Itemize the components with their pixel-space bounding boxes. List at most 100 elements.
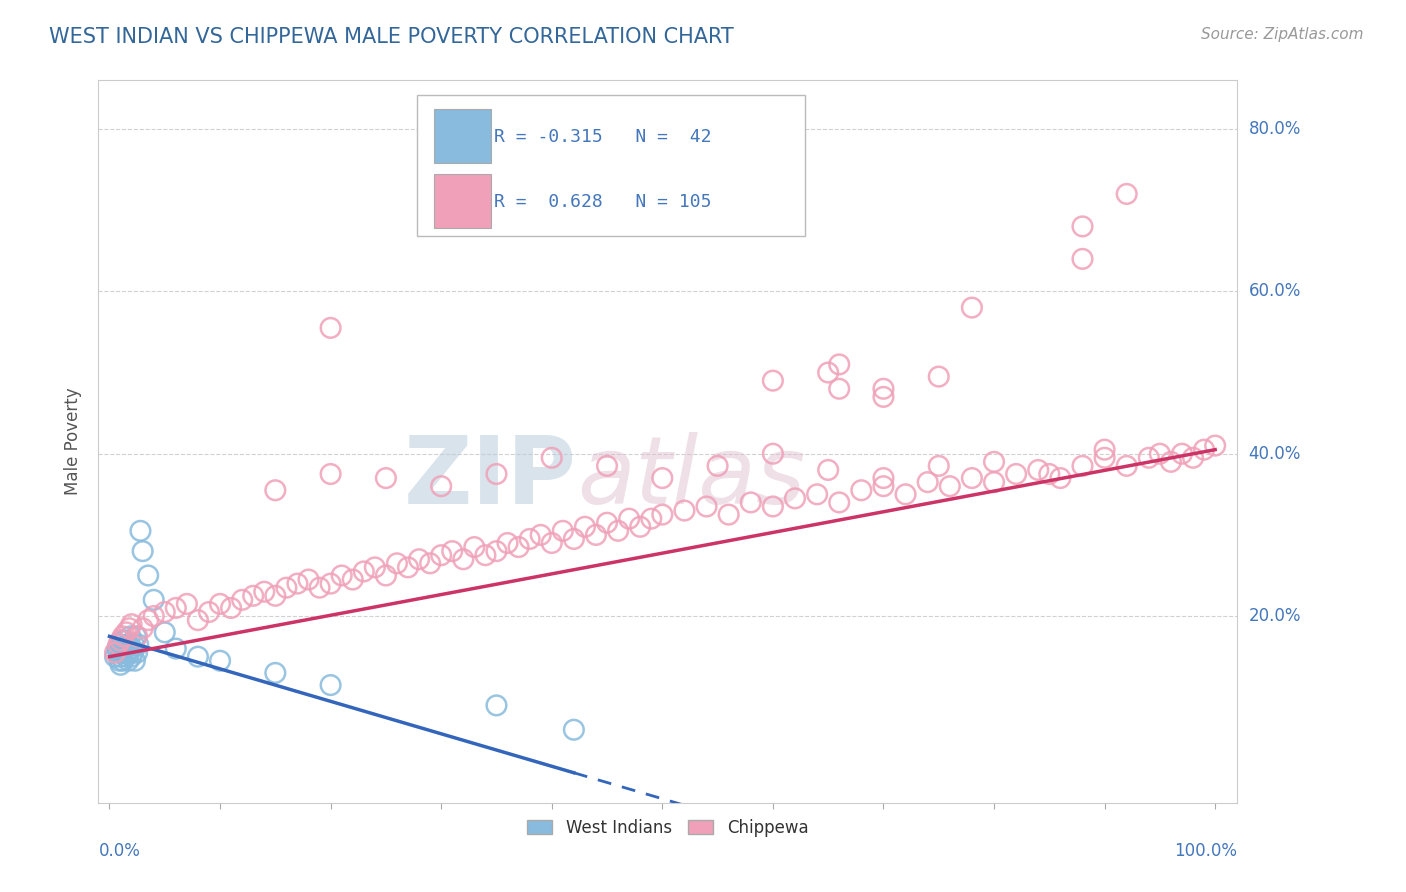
Point <box>176 597 198 611</box>
Point <box>828 382 851 396</box>
Point <box>374 471 396 485</box>
Point <box>125 629 148 643</box>
Y-axis label: Male Poverty: Male Poverty <box>65 388 83 495</box>
Point <box>441 544 464 558</box>
Point <box>453 552 475 566</box>
Point <box>1071 219 1094 234</box>
Point <box>607 524 630 538</box>
Point <box>983 455 1005 469</box>
FancyBboxPatch shape <box>434 109 491 163</box>
Point <box>105 641 128 656</box>
Point <box>1149 447 1171 461</box>
Point <box>308 581 330 595</box>
Point <box>496 536 519 550</box>
Point <box>762 447 785 461</box>
Point <box>231 592 253 607</box>
Point <box>153 605 176 619</box>
Text: 80.0%: 80.0% <box>1249 120 1301 138</box>
Point <box>209 597 232 611</box>
Point <box>1071 252 1094 266</box>
Point <box>117 654 139 668</box>
Point <box>463 540 485 554</box>
Point <box>508 540 530 554</box>
Point <box>319 576 342 591</box>
Point <box>136 613 159 627</box>
Point <box>806 487 828 501</box>
Point <box>530 528 553 542</box>
Point <box>111 654 134 668</box>
Point <box>1026 463 1049 477</box>
Point <box>253 584 276 599</box>
Point <box>114 633 136 648</box>
Legend: West Indians, Chippewa: West Indians, Chippewa <box>519 810 817 845</box>
Point <box>136 568 159 582</box>
Point <box>673 503 696 517</box>
Point <box>131 544 153 558</box>
Point <box>129 524 152 538</box>
Point <box>107 638 129 652</box>
Point <box>1005 467 1028 481</box>
Text: ZIP: ZIP <box>404 432 576 524</box>
FancyBboxPatch shape <box>434 174 491 228</box>
Point <box>1094 442 1116 457</box>
Point <box>430 479 453 493</box>
Point <box>596 516 619 530</box>
Point <box>1071 458 1094 473</box>
Point <box>1094 450 1116 465</box>
Text: WEST INDIAN VS CHIPPEWA MALE POVERTY CORRELATION CHART: WEST INDIAN VS CHIPPEWA MALE POVERTY COR… <box>49 27 734 46</box>
Point <box>127 646 149 660</box>
Point <box>198 605 221 619</box>
Point <box>396 560 419 574</box>
Point <box>110 646 132 660</box>
Point <box>297 573 319 587</box>
Point <box>762 500 785 514</box>
Text: R = -0.315   N =  42: R = -0.315 N = 42 <box>494 128 711 145</box>
Point <box>817 463 839 477</box>
Point <box>110 638 132 652</box>
Point <box>131 621 153 635</box>
Point <box>121 617 143 632</box>
Point <box>121 649 143 664</box>
Point <box>153 625 176 640</box>
Point <box>110 657 132 672</box>
Point <box>1049 471 1071 485</box>
Point <box>817 366 839 380</box>
Text: atlas: atlas <box>576 432 806 524</box>
Text: Source: ZipAtlas.com: Source: ZipAtlas.com <box>1201 27 1364 42</box>
Point <box>706 458 728 473</box>
Point <box>872 382 894 396</box>
Point <box>485 467 508 481</box>
Point <box>1038 467 1060 481</box>
Point <box>928 458 950 473</box>
Point <box>939 479 962 493</box>
Point <box>120 629 142 643</box>
Point <box>209 654 232 668</box>
Point <box>276 581 298 595</box>
Point <box>319 467 342 481</box>
Text: 60.0%: 60.0% <box>1249 283 1301 301</box>
Point <box>111 633 134 648</box>
Point <box>1204 439 1226 453</box>
Point <box>651 471 673 485</box>
Point <box>1137 450 1160 465</box>
Text: R =  0.628   N = 105: R = 0.628 N = 105 <box>494 193 711 211</box>
Point <box>574 520 596 534</box>
Point <box>118 646 141 660</box>
Point <box>127 629 149 643</box>
Point <box>408 552 430 566</box>
Point <box>828 495 851 509</box>
Point <box>319 678 342 692</box>
Point <box>1182 450 1205 465</box>
Point <box>872 471 894 485</box>
Point <box>110 641 132 656</box>
Point <box>104 646 127 660</box>
Point <box>142 592 165 607</box>
Point <box>127 638 149 652</box>
Point <box>960 301 983 315</box>
Point <box>519 532 541 546</box>
Point <box>628 520 651 534</box>
Point <box>364 560 387 574</box>
Point <box>485 544 508 558</box>
Point <box>104 649 127 664</box>
Point <box>894 487 917 501</box>
